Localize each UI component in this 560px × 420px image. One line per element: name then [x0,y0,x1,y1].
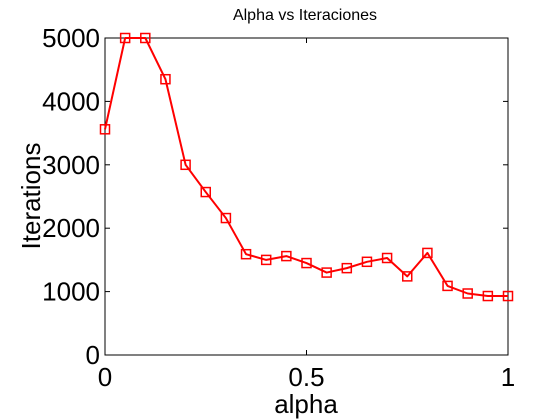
data-point-marker [200,186,211,198]
data-point-marker [301,257,312,269]
y-axis-ticks: 0 1000 2000 3000 4000 5000 [42,23,508,370]
y-tick-label: 5000 [42,23,100,53]
data-point-marker [260,254,272,266]
chart-title: Alpha vs Iteraciones [233,7,377,24]
y-axis-label: Iterations [16,143,46,250]
data-point-marker [240,248,252,260]
y-tick-label: 3000 [42,150,100,180]
x-tick-label: 0.5 [288,362,324,392]
data-point-marker [321,267,332,278]
x-axis-label: alpha [274,389,338,419]
data-point-marker [482,290,494,302]
data-point-marker [442,280,453,292]
data-point-marker [381,252,393,264]
data-point-marker [99,124,111,135]
data-point-marker [422,247,433,259]
data-point-marker [502,290,514,302]
y-tick-label: 0 [86,340,100,370]
data-point-marker [341,262,353,274]
data-point-marker [220,212,232,224]
data-point-marker [402,271,413,282]
plot-area [104,37,509,356]
data-point-marker [361,256,373,268]
y-tick-label: 4000 [42,86,100,116]
series-line [104,37,508,298]
data-point-marker [140,32,151,44]
data-point-marker [281,250,292,262]
x-tick-label: 0 [98,362,112,392]
data-point-marker [180,159,191,171]
data-point-marker [119,32,131,44]
data-point-marker [462,288,473,299]
data-point-marker [160,73,171,85]
y-tick-label: 1000 [42,277,100,307]
series-layer [99,32,514,302]
y-tick-label: 2000 [42,213,100,243]
x-tick-label: 1 [501,362,515,392]
x-axis-ticks: 0 0.5 1 [98,38,515,392]
